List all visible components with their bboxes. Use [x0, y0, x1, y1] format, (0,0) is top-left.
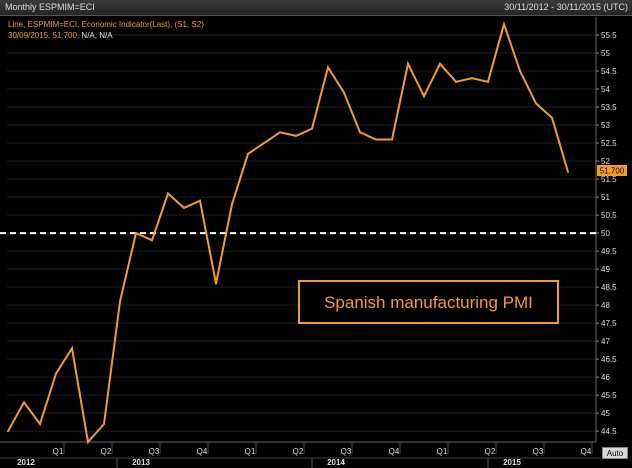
y-tick-label: 54.5 — [601, 67, 617, 76]
y-tick-label: 47 — [601, 337, 610, 346]
data-point — [135, 232, 137, 235]
y-tick-label: 49 — [601, 265, 610, 274]
series-points — [7, 23, 569, 443]
x-tick-label: Q4 — [389, 447, 400, 456]
data-point — [535, 102, 537, 105]
data-point — [503, 23, 505, 26]
y-axis-ticks: 44.5 45 45.5 46 46.5 47 47.5 48 48.5 49 49.5 50 50.5… — [596, 31, 617, 436]
data-point — [231, 203, 233, 206]
year-label: 2012 — [17, 458, 35, 467]
data-point — [359, 131, 361, 134]
y-tick-label: 54 — [601, 85, 610, 94]
legend-line-2: 30/09/2015, 51.700, N/A, N/A — [8, 31, 113, 40]
data-point — [71, 347, 73, 350]
year-label: 2013 — [132, 458, 150, 467]
x-tick-label: Q4 — [197, 447, 208, 456]
year-label: 2015 — [503, 458, 521, 467]
y-tick-label: 46.5 — [601, 355, 617, 364]
data-point — [55, 372, 57, 375]
y-tick-label: 55 — [601, 49, 610, 58]
data-point — [423, 95, 425, 98]
auto-scale-button[interactable]: Auto — [602, 447, 628, 459]
y-tick-label: 48 — [601, 301, 610, 310]
data-point — [311, 127, 313, 130]
year-label: 2014 — [327, 458, 345, 467]
data-point — [279, 131, 281, 134]
data-point — [39, 422, 41, 425]
data-point — [247, 152, 249, 155]
y-tick-label: 55.5 — [601, 31, 617, 40]
x-tick-label: Q3 — [149, 447, 160, 456]
data-point — [151, 239, 153, 242]
data-point — [391, 138, 393, 141]
y-tick-label: 45.5 — [601, 391, 617, 400]
data-point — [343, 91, 345, 94]
x-tick-label: Q1 — [53, 447, 64, 456]
annotation-border — [298, 280, 559, 324]
window-title: Monthly ESPMIM=ECI — [5, 2, 95, 12]
data-point — [103, 422, 105, 425]
data-point — [455, 80, 457, 83]
annotation-text: Spanish manufacturing PMI — [324, 293, 533, 312]
y-tick-label: 51 — [601, 193, 610, 202]
data-point — [119, 300, 121, 303]
chart-area[interactable]: 44.5 45 45.5 46 46.5 47 47.5 48 48.5 49 49.5 50 50.5… — [0, 16, 632, 468]
data-point — [7, 430, 9, 433]
axes — [0, 17, 600, 459]
data-point — [183, 206, 185, 209]
data-point — [167, 192, 169, 195]
data-point — [295, 134, 297, 137]
y-tick-label: 47.5 — [601, 319, 617, 328]
x-tick-label: Q3 — [533, 447, 544, 456]
data-point — [375, 138, 377, 141]
data-point — [199, 199, 201, 202]
y-tick-label: 53 — [601, 121, 610, 130]
annotation-box: Spanish manufacturing PMI — [298, 280, 559, 324]
x-tick-label: Q2 — [485, 447, 496, 456]
x-tick-label: Q2 — [293, 447, 304, 456]
chart-background — [0, 16, 632, 468]
y-tick-label: 45 — [601, 409, 610, 418]
y-tick-label: 51.5 — [601, 175, 617, 184]
window-titlebar: Monthly ESPMIM=ECI 30/11/2012 - 30/11/20… — [0, 0, 632, 16]
y-tick-label: 52 — [601, 157, 610, 166]
data-point — [487, 80, 489, 83]
y-tick-label: 50.5 — [601, 211, 617, 220]
last-value-badge-text: 51.700 — [600, 167, 625, 176]
data-point — [23, 401, 25, 404]
data-point — [439, 62, 441, 65]
legend-na-values: N/A, N/A — [79, 31, 113, 40]
data-point — [215, 282, 217, 285]
y-tick-label: 52.5 — [601, 139, 617, 148]
data-point — [471, 77, 473, 80]
data-point — [519, 70, 521, 73]
x-axis-ticks: Q1 Q2 Q3 Q4 Q1 Q2 Q3 Q4 Q1 Q2 Q3 Q4 2012 2013 2014 2015 — [17, 447, 592, 468]
legend-line-1: Line, ESPMIM=ECI, Economic Indicator(Las… — [8, 20, 204, 29]
last-value-badge: 51.700 — [597, 165, 627, 176]
y-tick-label: 50 — [601, 229, 610, 238]
data-point — [551, 116, 553, 119]
x-tick-label: Q3 — [341, 447, 352, 456]
y-tick-label: 53.5 — [601, 103, 617, 112]
series-line-pmi[interactable] — [7, 20, 569, 445]
x-tick-label: Q4 — [581, 447, 592, 456]
data-point — [87, 441, 89, 443]
data-point — [263, 142, 265, 145]
y-tick-label: 48.5 — [601, 283, 617, 292]
x-tick-label: Q2 — [101, 447, 112, 456]
y-tick-label: 46 — [601, 373, 610, 382]
x-tick-label: Q1 — [245, 447, 256, 456]
y-tick-label: 44.5 — [601, 427, 617, 436]
data-point — [567, 170, 569, 173]
x-tick-label: Q1 — [437, 447, 448, 456]
data-point — [407, 62, 409, 65]
legend-date-value: 30/09/2015, 51.700, — [8, 31, 79, 40]
y-tick-label: 49.5 — [601, 247, 617, 256]
data-point — [327, 66, 329, 69]
date-range-label: 30/11/2012 - 30/11/2015 (UTC) — [504, 2, 628, 12]
last-value-badge-bg — [597, 165, 627, 176]
